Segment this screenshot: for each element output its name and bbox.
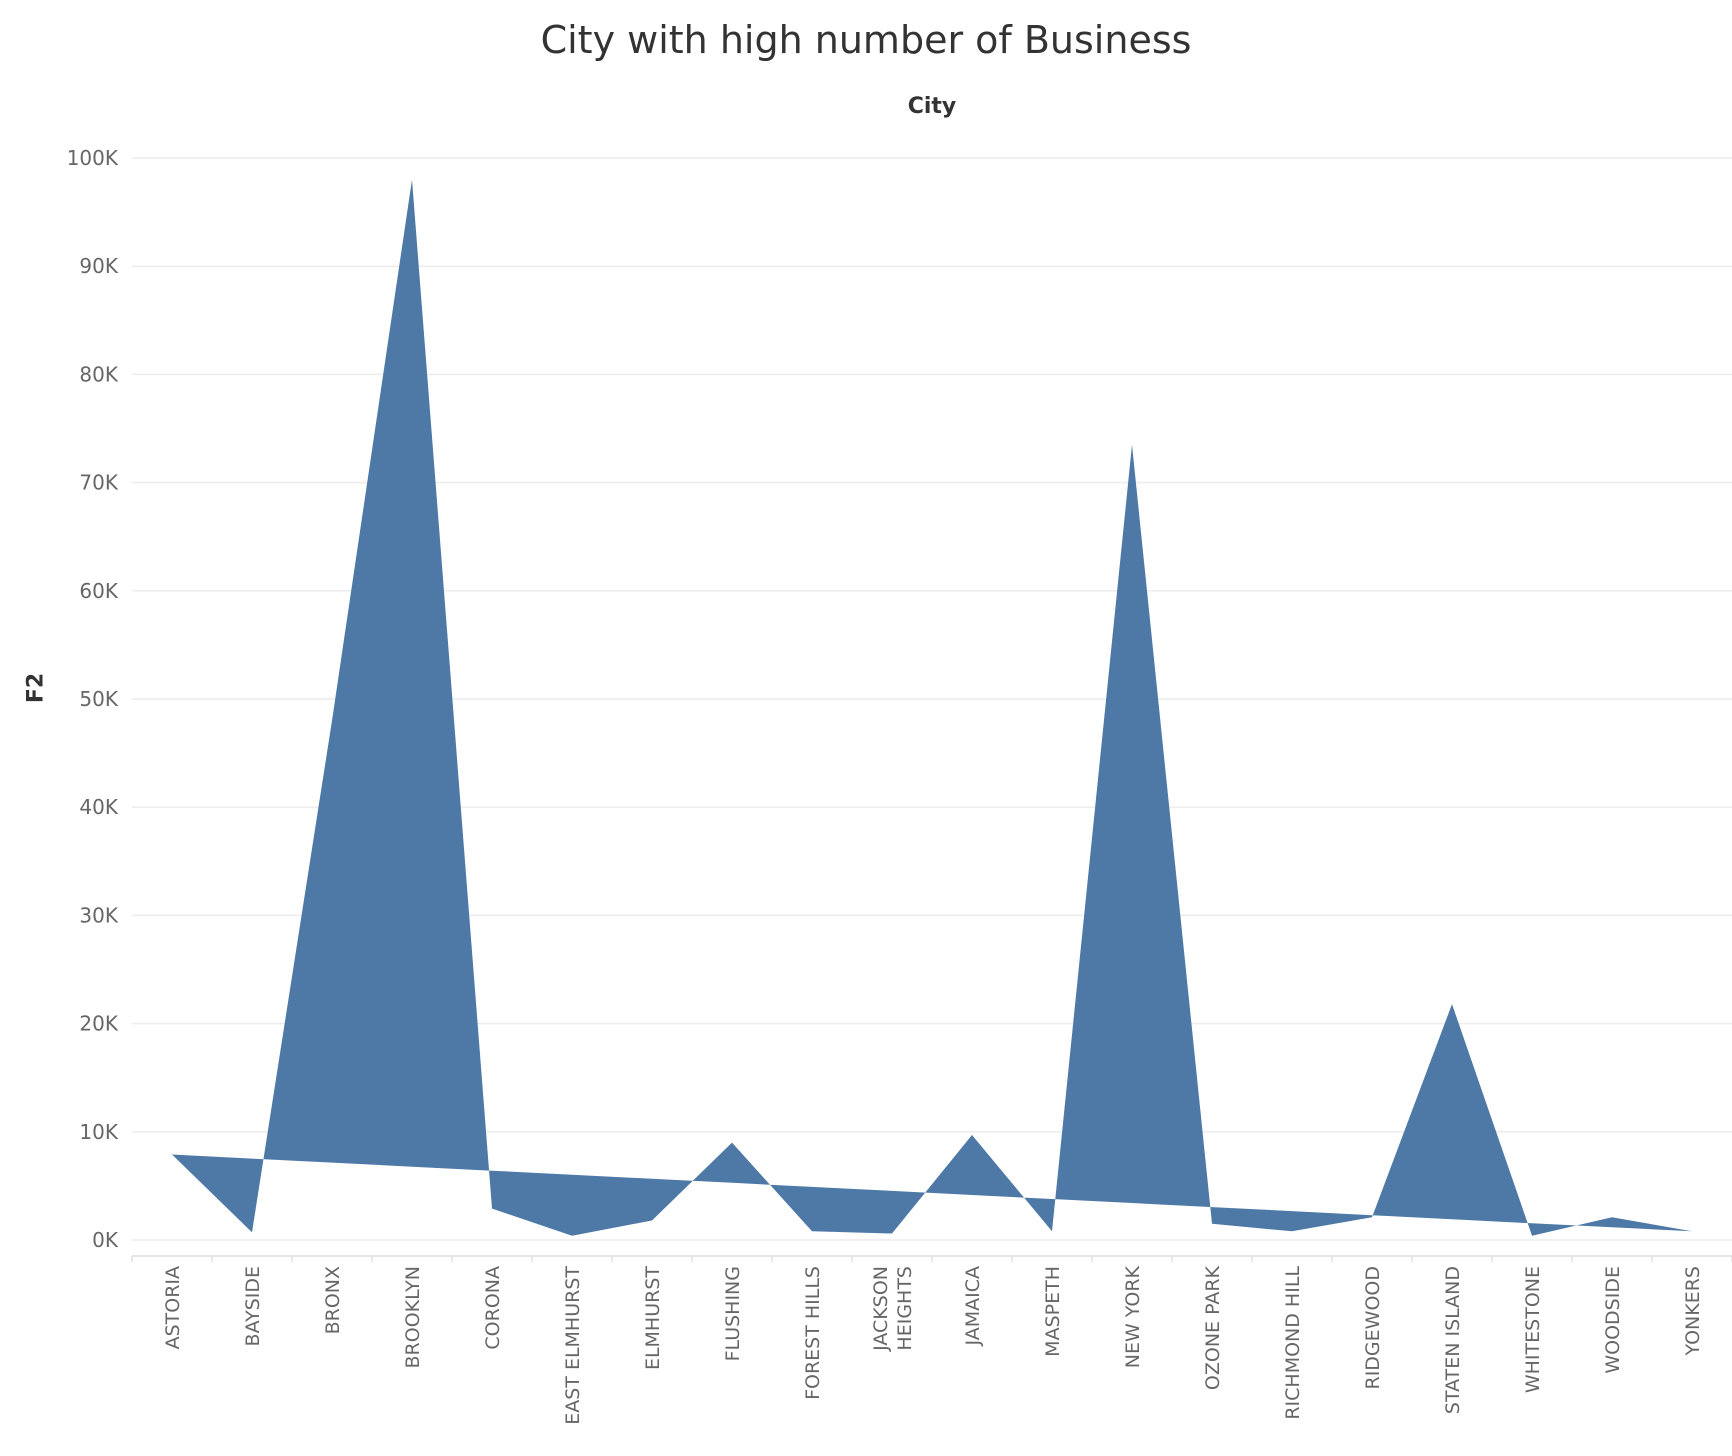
area-series [172, 179, 1692, 1236]
chart-title: City with high number of Business [540, 18, 1192, 62]
x-category-label: BRONX [322, 1266, 344, 1334]
x-category-label: FOREST HILLS [802, 1266, 824, 1400]
y-axis: 0K 10K 20K 30K 40K 50K 60K 70K 80K 90K 100K [67, 146, 119, 1252]
x-category-label: RIDGEWOOD [1362, 1266, 1384, 1390]
y-tick-label: 80K [79, 362, 118, 386]
x-category-label: EAST ELMHURST [562, 1266, 584, 1425]
x-category-label: OZONE PARK [1202, 1265, 1224, 1390]
x-category-label: STATEN ISLAND [1442, 1266, 1464, 1414]
x-category-label: WHITESTONE [1522, 1266, 1544, 1393]
x-category-label: ELMHURST [642, 1266, 664, 1370]
y-tick-label: 50K [79, 687, 118, 711]
y-tick-label: 0K [92, 1228, 119, 1252]
x-category-label: JAMAICA [962, 1266, 984, 1347]
x-axis: ASTORIA BAYSIDE BRONX BROOKLYN CORONA EAST EL… [131, 1255, 1732, 1425]
x-category-label: CORONA [482, 1266, 504, 1350]
x-category-label: WOODSIDE [1602, 1266, 1624, 1374]
x-category-label: ASTORIA [162, 1266, 184, 1349]
x-category-label: HEIGHTS [894, 1266, 916, 1351]
y-tick-label: 90K [79, 254, 118, 278]
y-tick-label: 10K [79, 1120, 118, 1144]
x-category-label: YONKERS [1682, 1266, 1704, 1356]
x-category-label: FLUSHING [722, 1266, 744, 1361]
y-tick-label: 70K [79, 471, 118, 495]
x-category-label: NEW YORK [1122, 1265, 1144, 1368]
column-header: City [907, 94, 957, 119]
y-tick-label: 20K [79, 1012, 118, 1036]
y-tick-label: 40K [79, 795, 118, 819]
y-tick-label: 30K [79, 903, 118, 927]
x-category-label: RICHMOND HILL [1282, 1266, 1304, 1420]
area-layer [172, 179, 1692, 1236]
y-tick-label: 60K [79, 579, 118, 603]
y-tick-label: 100K [67, 146, 119, 170]
x-category-label: BROOKLYN [402, 1266, 424, 1369]
x-category-label: MASPETH [1042, 1266, 1064, 1357]
x-category-label: JACKSON [870, 1266, 892, 1352]
x-category-label: BAYSIDE [242, 1266, 264, 1346]
